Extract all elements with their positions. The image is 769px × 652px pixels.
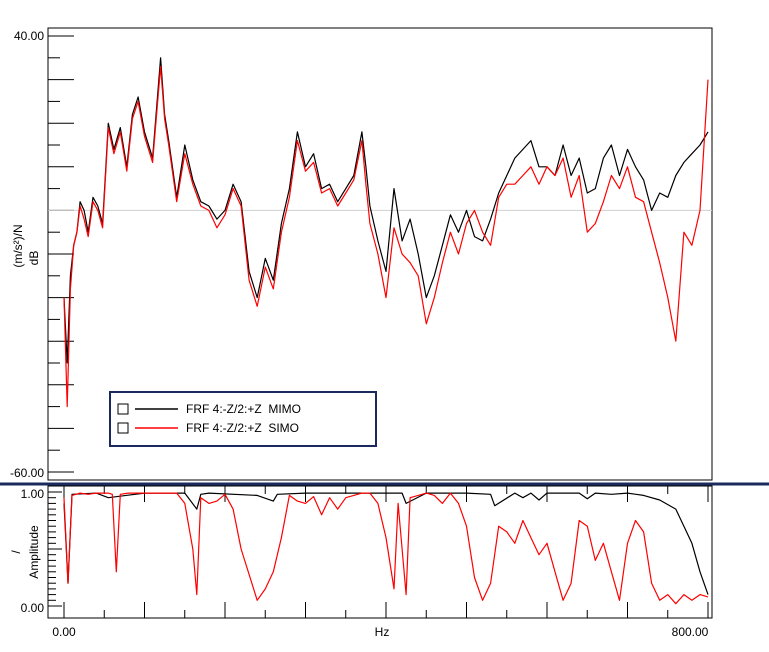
legend-label-simo: FRF 4:-Z/2:+Z SIMO (186, 421, 299, 435)
y-tick-label-bottom-max: 1.00 (21, 487, 45, 501)
legend: FRF 4:-Z/2:+Z MIMO FRF 4:-Z/2:+Z SIMO (109, 391, 377, 447)
bottom-plot-frame (47, 485, 713, 619)
bottom-y-axis-unit-label: / (9, 550, 23, 554)
top-y-axis-unit-label: (m/s²)/N (11, 224, 25, 267)
x-tick-label-max: 800.00 (672, 625, 709, 639)
bottom-y-axis-scale-label: Amplitude (27, 525, 41, 579)
y-tick-label-top-max: 40.00 (14, 29, 44, 43)
top-y-axis-scale-label: dB (27, 251, 41, 266)
y-tick-label-top-min: -60.00 (10, 466, 44, 480)
legend-label-mimo: FRF 4:-Z/2:+Z MIMO (186, 402, 301, 416)
frf-magnitude-series-simo (63, 65, 709, 408)
coherence-series-line-0 (63, 492, 709, 595)
legend-checkbox-mimo[interactable] (117, 403, 129, 415)
x-axis-label: Hz (375, 625, 390, 639)
legend-checkbox-simo[interactable] (117, 422, 129, 434)
bottom-ticks (48, 486, 709, 618)
coherence-series-line-1 (63, 492, 709, 605)
top-series-group (63, 57, 709, 408)
bottom-series-group (63, 492, 709, 605)
top-y-ticks (48, 35, 74, 473)
x-tick-label-min: 0.00 (52, 625, 76, 639)
y-tick-label-bottom-min: 0.00 (21, 601, 45, 615)
